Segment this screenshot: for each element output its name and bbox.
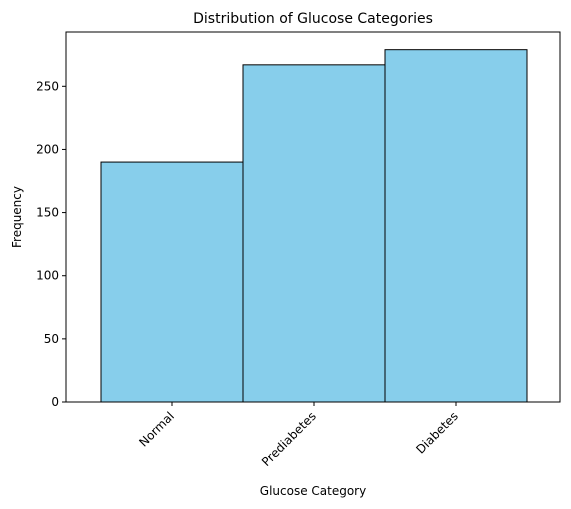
y-axis: 0 50 100 150 200 250 bbox=[36, 79, 66, 409]
x-tick-label-diabetes: Diabetes bbox=[413, 409, 461, 457]
x-tick-label-normal: Normal bbox=[136, 409, 177, 450]
y-axis-label: Frequency bbox=[10, 186, 24, 248]
y-tick-label: 0 bbox=[51, 395, 59, 409]
bars-group bbox=[100, 49, 528, 403]
y-tick-label: 150 bbox=[36, 206, 59, 220]
bar-normal bbox=[100, 161, 244, 403]
y-tick-label: 50 bbox=[44, 332, 59, 346]
x-axis: Normal Prediabetes Diabetes bbox=[136, 402, 461, 469]
plot-frame bbox=[65, 31, 561, 403]
x-tick-label-prediabetes: Prediabetes bbox=[259, 409, 319, 469]
y-tick-label: 250 bbox=[36, 79, 59, 93]
bar-diabetes bbox=[384, 49, 528, 403]
y-tick-label: 200 bbox=[36, 142, 59, 156]
bar-prediabetes bbox=[242, 64, 386, 403]
y-tick-label: 100 bbox=[36, 269, 59, 283]
chart-title: Distribution of Glucose Categories bbox=[193, 11, 433, 27]
x-axis-label: Glucose Category bbox=[260, 484, 366, 498]
